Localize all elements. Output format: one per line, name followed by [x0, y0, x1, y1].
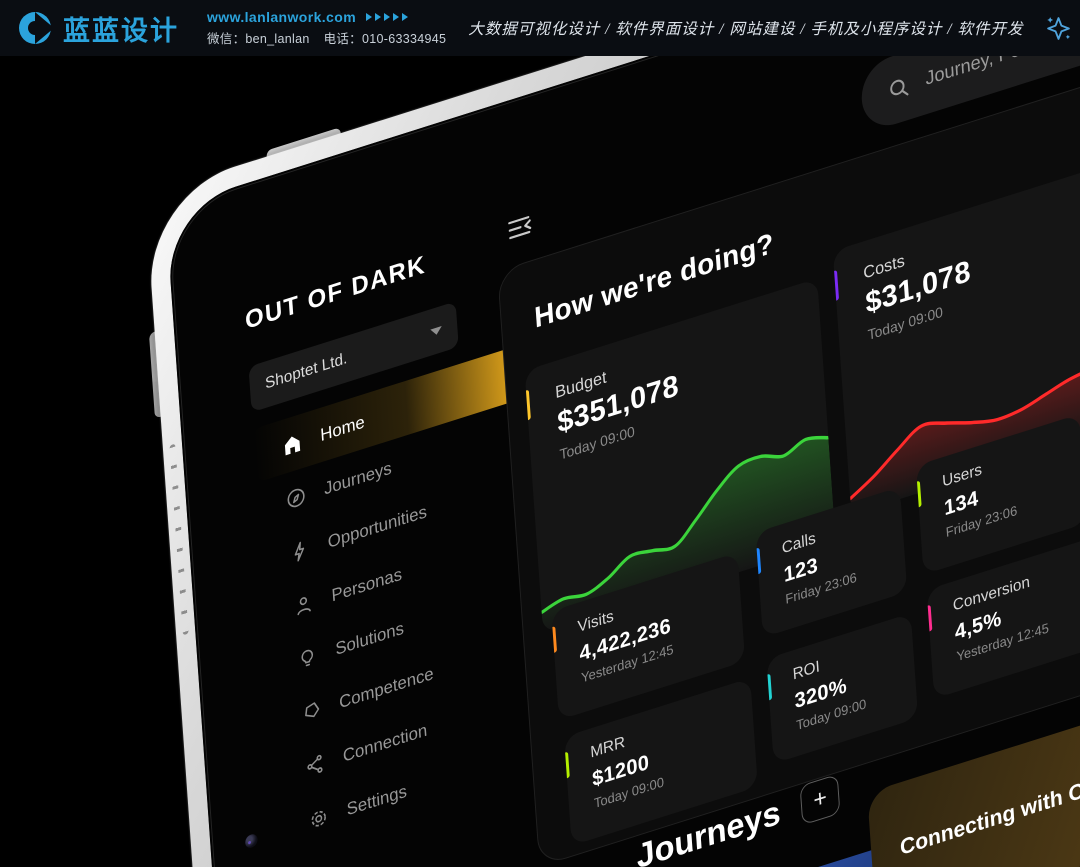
conversion-accent-bar	[926, 604, 933, 633]
sidebar-item-home[interactable]: Home	[252, 346, 519, 483]
bolt-icon	[294, 541, 305, 562]
chevron-down-icon	[430, 325, 443, 337]
contact-block: www.lanlanwork.com 微信：ben_lanlan 电话：010-…	[207, 9, 446, 47]
sidebar-item-connection[interactable]: Connection	[276, 667, 542, 803]
services-list: 大数据可视化设计 / 软件界面设计 / 网站建设 / 手机及小程序设计 / 软件…	[468, 21, 1024, 38]
collapse-sidebar-button[interactable]	[504, 207, 539, 251]
brand-name: 蓝蓝设计	[63, 15, 179, 46]
sparkle-star-icon	[1047, 16, 1071, 40]
tablet-screen: OUT OF DARK Shoptet Ltd. Home Journeys	[165, 0, 1080, 867]
website-link[interactable]: www.lanlanwork.com	[207, 9, 357, 25]
shape-icon	[305, 701, 320, 717]
tablet-mockup: OUT OF DARK Shoptet Ltd. Home Journeys	[145, 0, 1080, 867]
compass-icon	[287, 488, 305, 507]
search-icon	[890, 79, 909, 96]
person-icon	[297, 596, 311, 615]
mrr-accent-bar	[564, 751, 570, 779]
budget-card[interactable]: Budget $351,078 Today 09:00	[524, 278, 836, 635]
sidebar-item-opportunities[interactable]: Opportunities	[260, 453, 526, 589]
costs-accent-bar	[832, 270, 840, 302]
collapse-sidebar-icon	[508, 216, 532, 240]
lanlan-logo[interactable]: 蓝蓝设计	[16, 9, 179, 48]
users-accent-bar	[915, 480, 922, 508]
roi-card[interactable]: ROI 320% Today 09:00	[766, 613, 919, 764]
search-bar[interactable]	[859, 0, 1080, 134]
sidebar-item-competence[interactable]: Competence	[272, 614, 538, 750]
promo-banner: 蓝蓝设计 www.lanlanwork.com 微信：ben_lanlan 电话…	[0, 0, 1080, 56]
sidebar-item-settings[interactable]: Settings	[279, 721, 545, 857]
front-camera	[244, 832, 259, 850]
company-name: Shoptet Ltd.	[264, 349, 348, 393]
tablet-frame: OUT OF DARK Shoptet Ltd. Home Journeys	[145, 0, 1080, 867]
wechat-label: 微信：ben_lanlan	[207, 32, 310, 46]
budget-accent-bar	[524, 389, 531, 421]
sidebar-nav: Home Journeys Opportunities Personas	[252, 346, 545, 857]
roi-accent-bar	[766, 673, 773, 701]
sidebar-item-journeys[interactable]: Journeys	[257, 400, 523, 536]
phone-label: 电话：010-63334945	[323, 32, 447, 46]
share-icon	[307, 754, 323, 773]
sidebar-item-solutions[interactable]: Solutions	[268, 560, 534, 696]
visits-accent-bar	[551, 626, 558, 654]
budget-line-chart	[540, 435, 836, 635]
bulb-icon	[301, 649, 313, 666]
inspiration-collect[interactable]: 灵感收集	[1045, 11, 1080, 45]
dashboard-panel: How we're doing? Budget $351,078 Today 0…	[497, 0, 1080, 867]
sidebar-item-personas[interactable]: Personas	[264, 507, 530, 643]
home-icon	[284, 435, 301, 455]
gear-icon	[311, 810, 326, 827]
forward-arrows	[366, 13, 411, 21]
lanlan-logo-icon	[19, 12, 54, 44]
